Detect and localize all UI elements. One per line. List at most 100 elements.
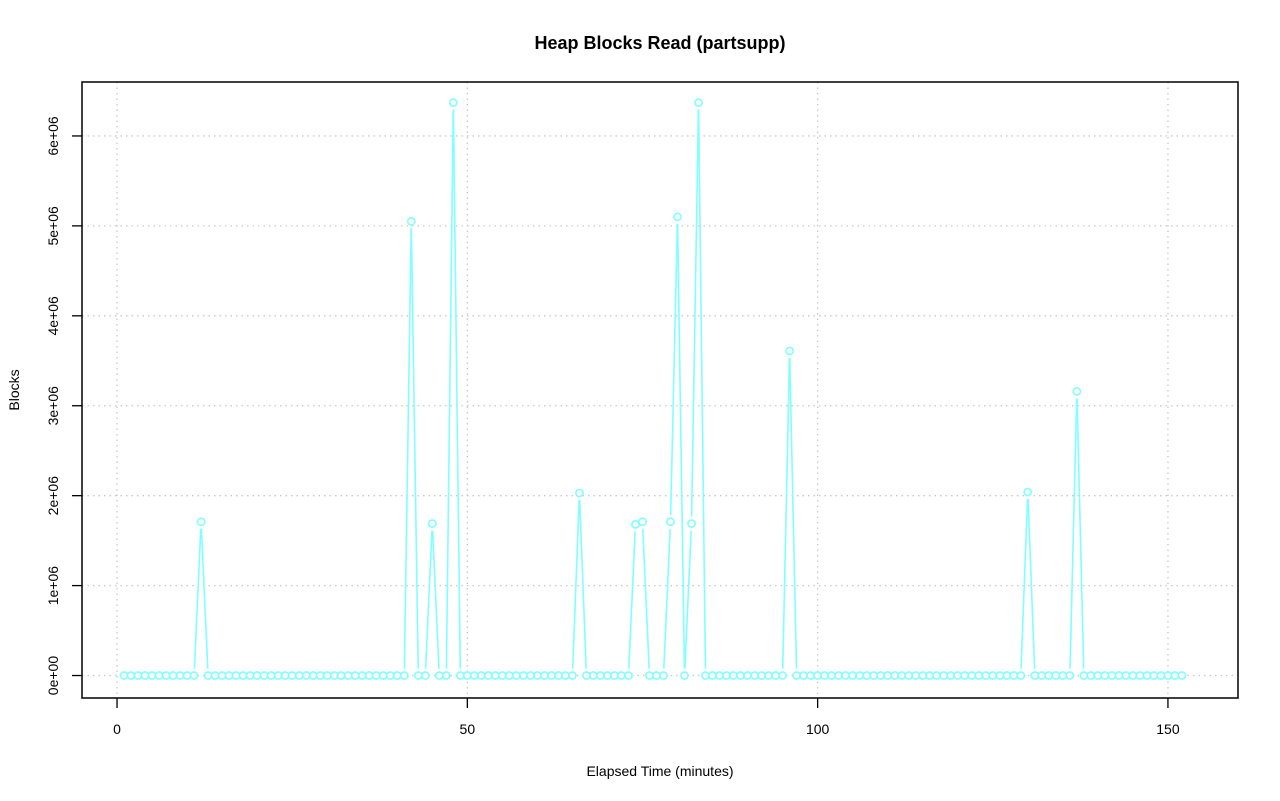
- data-point: [631, 520, 640, 529]
- data-point: [511, 671, 521, 680]
- data-point: [841, 671, 851, 680]
- data-point: [1002, 671, 1012, 680]
- series-segment: [445, 109, 455, 669]
- data-point: [1023, 487, 1033, 497]
- data-point: [140, 671, 150, 680]
- series-segment: [627, 531, 636, 669]
- data-point: [855, 671, 865, 680]
- x-axis-label: Elapsed Time (minutes): [586, 763, 733, 779]
- data-point: [687, 519, 696, 528]
- x-axis: 0 50 100 150: [113, 698, 1180, 737]
- data-point: [610, 671, 619, 680]
- data-point: [554, 671, 563, 680]
- y-tick-label: 4e+06: [45, 296, 61, 336]
- data-point: [1135, 671, 1145, 680]
- grid: [82, 82, 1238, 698]
- series-segment: [1020, 499, 1029, 669]
- data-point: [666, 517, 675, 527]
- y-tick-label: 2e+06: [45, 476, 61, 516]
- data-point: [708, 671, 717, 680]
- data-point: [1107, 671, 1117, 680]
- data-point: [827, 671, 837, 680]
- data-point: [799, 671, 809, 680]
- series-segment: [410, 228, 419, 669]
- data-point: [210, 671, 220, 680]
- data-point: [301, 671, 311, 680]
- data-point: [406, 216, 416, 226]
- data-point: [224, 671, 234, 680]
- series-segment: [424, 530, 433, 669]
- data-point: [771, 671, 780, 680]
- data-point: [1086, 671, 1096, 680]
- data-point: [532, 671, 542, 680]
- data-point: [1114, 671, 1124, 680]
- data-point: [462, 671, 472, 680]
- data-point: [547, 671, 556, 680]
- data-point: [820, 671, 830, 680]
- data-point: [392, 671, 402, 680]
- data-point: [911, 671, 921, 680]
- data-point: [932, 671, 942, 680]
- y-tick-label: 5e+06: [45, 206, 61, 246]
- data-point: [378, 671, 388, 680]
- data-point: [1100, 671, 1110, 680]
- data-point: [680, 671, 689, 680]
- x-tick-label: 50: [460, 721, 476, 737]
- series-segment: [642, 528, 650, 669]
- series-segment: [669, 223, 679, 515]
- data-point: [890, 671, 900, 680]
- series-segment: [1076, 398, 1085, 669]
- chart-title: Heap Blocks Read (partsupp): [534, 33, 785, 53]
- data-point: [701, 671, 710, 680]
- data-point: [161, 671, 171, 680]
- data-point: [1044, 671, 1054, 680]
- data-point: [147, 671, 157, 680]
- data-point: [582, 671, 591, 680]
- data-point: [729, 671, 738, 680]
- data-point: [1037, 671, 1047, 680]
- data-point: [946, 671, 956, 680]
- data-point: [638, 517, 647, 527]
- data-point: [645, 671, 654, 680]
- data-point: [364, 671, 374, 680]
- data-point: [1009, 671, 1019, 680]
- data-point: [420, 671, 430, 680]
- data-point: [673, 212, 682, 222]
- data-point: [287, 671, 297, 680]
- data-point: [434, 671, 444, 680]
- data-point: [448, 98, 458, 108]
- data-point: [883, 671, 893, 680]
- data-point: [1170, 671, 1180, 680]
- data-point: [427, 519, 437, 528]
- data-point: [785, 346, 795, 356]
- series-segment: [663, 528, 671, 669]
- data-point: [119, 671, 129, 680]
- data-point: [1156, 671, 1166, 680]
- y-tick-label: 6e+06: [45, 116, 61, 156]
- data-point: [252, 671, 262, 680]
- data-point: [315, 671, 325, 680]
- y-tick-label: 1e+06: [45, 566, 61, 606]
- data-point: [743, 671, 752, 680]
- data-point: [1177, 671, 1187, 680]
- data-point: [1163, 671, 1173, 680]
- data-point: [722, 671, 731, 680]
- data-point: [575, 488, 584, 498]
- data-point: [504, 671, 514, 680]
- data-point: [813, 671, 823, 680]
- series-segment: [781, 357, 791, 669]
- data-point: [981, 671, 991, 680]
- data-point: [1142, 671, 1152, 680]
- data-point: [1128, 671, 1138, 680]
- series-segment: [676, 223, 686, 669]
- data-point: [834, 671, 844, 680]
- data-point: [974, 671, 984, 680]
- data-point: [953, 671, 963, 680]
- data-point: [322, 671, 332, 680]
- data-point: [203, 671, 213, 680]
- data-point: [652, 671, 661, 680]
- data-point: [617, 671, 626, 680]
- data-point: [413, 671, 423, 680]
- plot-frame: [81, 81, 1239, 699]
